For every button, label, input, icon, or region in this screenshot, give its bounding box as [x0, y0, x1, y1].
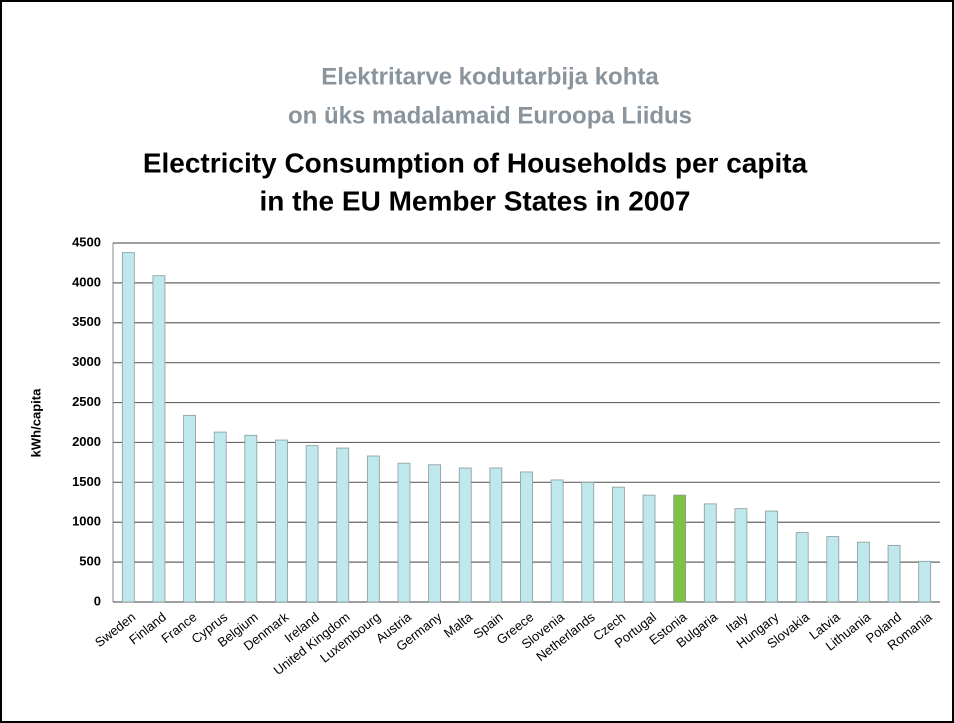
bar: [428, 464, 442, 603]
bar: [857, 541, 870, 603]
y-tick-label: 1500: [72, 474, 101, 489]
bar: [581, 481, 595, 603]
bar: [550, 479, 564, 603]
bar: [520, 471, 533, 603]
chart-title: in the EU Member States in 2007: [259, 185, 690, 216]
chart-title: Electricity Consumption of Households pe…: [143, 147, 808, 178]
y-axis-label: kWh/capita: [28, 388, 43, 457]
y-tick-label: 1000: [72, 514, 101, 529]
y-tick-label: 500: [79, 554, 101, 569]
bar: [765, 510, 778, 603]
bar: [275, 439, 288, 603]
bar: [642, 494, 656, 603]
bar: [366, 455, 380, 603]
bar: [489, 467, 503, 603]
bar: [152, 275, 166, 603]
y-tick-label: 4500: [72, 234, 101, 249]
y-tick-label: 3500: [72, 314, 101, 329]
y-tick-label: 2000: [72, 434, 101, 449]
bar: [887, 544, 901, 603]
bar: [918, 560, 932, 603]
y-tick-label: 0: [94, 593, 101, 608]
bar: [611, 486, 625, 603]
y-tick-label: 2500: [72, 394, 101, 409]
bar: [826, 536, 840, 603]
bar: [183, 414, 196, 603]
bar: [734, 508, 748, 603]
bar: [397, 462, 411, 603]
bar: [121, 252, 135, 603]
subtitle: Elektritarve kodutarbija kohta: [321, 63, 659, 90]
y-tick-label: 4000: [72, 274, 101, 289]
bar: [336, 447, 350, 603]
bar: [673, 494, 687, 603]
bar: [703, 503, 717, 603]
bar: [305, 445, 319, 603]
bar: [244, 434, 258, 603]
bar: [795, 532, 809, 603]
bar: [458, 467, 472, 603]
subtitle: on üks madalamaid Euroopa Liidus: [288, 102, 692, 129]
y-tick-label: 3000: [72, 354, 101, 369]
bar: [213, 431, 227, 603]
